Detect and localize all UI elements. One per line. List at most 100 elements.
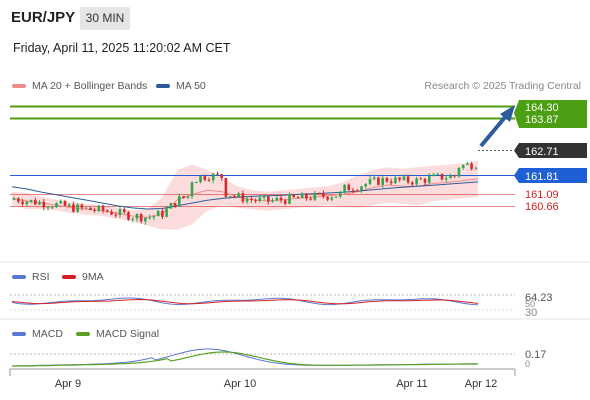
- candle-body: [423, 179, 427, 183]
- candle-body: [42, 201, 46, 208]
- candle-body: [97, 205, 101, 211]
- pivot-label-box: [514, 168, 587, 183]
- candle-body: [267, 196, 270, 202]
- ma50-line: [11, 181, 479, 210]
- candle-body: [356, 190, 359, 192]
- level-label-163.87: 163.87: [525, 114, 559, 126]
- rsi-ma-line: [11, 298, 479, 305]
- candle-body: [12, 198, 16, 200]
- candle-body: [334, 196, 338, 198]
- legend-rsi-ma: 9MA: [62, 271, 104, 283]
- candle-body: [21, 201, 24, 204]
- level-label-161.81: 161.81: [525, 171, 559, 183]
- candle-body: [211, 173, 215, 181]
- candle-body: [182, 196, 185, 198]
- candle-body: [296, 197, 300, 199]
- candle-body: [419, 178, 423, 180]
- candle-body: [381, 178, 384, 185]
- symbol-title: EUR/JPY: [11, 9, 76, 26]
- credit-text: Research © 2025 Trading Central: [424, 80, 581, 92]
- level-label-161.09: 161.09: [525, 189, 559, 201]
- macd-signal-line: [12, 351, 479, 367]
- candle-body: [364, 183, 367, 187]
- candle-body: [67, 204, 71, 206]
- candle-body: [305, 193, 308, 199]
- candle-body: [80, 204, 84, 208]
- candle-body: [144, 217, 147, 222]
- candle-body: [271, 200, 274, 202]
- candle-body: [89, 207, 92, 210]
- candle-body: [279, 197, 283, 201]
- level-lines: [10, 105, 515, 207]
- candle-body: [262, 196, 266, 198]
- candle-body: [466, 163, 469, 165]
- candle-body: [93, 209, 96, 211]
- legend-ma50: MA 50: [156, 80, 206, 92]
- candle-body: [17, 198, 20, 202]
- candle-body: [233, 196, 236, 198]
- macd-line: [11, 348, 479, 367]
- candle-body: [220, 174, 223, 178]
- bollinger-fill: [12, 160, 478, 230]
- candle-body: [127, 212, 130, 220]
- candle-body: [173, 203, 177, 207]
- candle-body: [440, 173, 444, 180]
- candle-body: [110, 211, 113, 215]
- rsi-ma-swatch: [62, 275, 76, 280]
- timeframe-button[interactable]: 30 MIN: [80, 7, 130, 30]
- resistance-label-box: [514, 100, 587, 128]
- legend-macd-signal-label: MACD Signal: [96, 328, 160, 340]
- rsi-label-64: 64.23: [525, 292, 553, 304]
- candle-body: [203, 176, 207, 180]
- candle-body: [309, 198, 312, 200]
- x-axis: Apr 9 Apr 10 Apr 11 Apr 12: [9, 368, 516, 390]
- bollinger-band: [12, 160, 478, 230]
- candle-body: [432, 174, 435, 177]
- candle-body: [402, 176, 406, 180]
- candle-body: [372, 177, 376, 179]
- x-tick-apr11: Apr 11: [396, 378, 428, 390]
- projection-arrow: [479, 105, 515, 148]
- rsi-label-30: 30: [525, 307, 537, 319]
- candle-body: [339, 192, 342, 197]
- candle-body: [207, 179, 211, 181]
- candle-body: [237, 193, 240, 197]
- x-tick-apr12: Apr 12: [465, 378, 497, 390]
- candle-body: [135, 214, 139, 219]
- candle-body: [118, 209, 122, 215]
- legend-rsi-label: RSI: [32, 271, 50, 283]
- candle-body: [178, 196, 181, 207]
- macd-signal-swatch: [76, 332, 90, 337]
- candle-body: [165, 208, 168, 217]
- level-label-164.30: 164.30: [525, 102, 559, 114]
- candle-body: [406, 176, 410, 183]
- x-tick-apr9: Apr 9: [55, 378, 81, 390]
- candle-body: [360, 186, 363, 191]
- candle-body: [55, 203, 58, 208]
- macd-label-017: 0.17: [525, 349, 546, 361]
- candle-body: [25, 201, 29, 204]
- candle-body: [385, 178, 389, 182]
- ma20-swatch: [12, 84, 26, 89]
- rsi-swatch: [12, 275, 26, 280]
- candle-body: [461, 165, 465, 168]
- rsi-line: [11, 297, 479, 306]
- candle-body: [436, 173, 440, 175]
- macd-swatch: [12, 332, 26, 337]
- candle-body: [161, 210, 164, 217]
- candle-body: [59, 201, 62, 204]
- candle-body: [186, 196, 190, 198]
- candle-body: [29, 199, 33, 202]
- candle-body: [101, 205, 105, 211]
- candle-body: [106, 210, 109, 212]
- legend-rsi: RSI: [12, 271, 50, 283]
- candles: [12, 161, 478, 225]
- candle-body: [148, 217, 151, 219]
- candle-body: [377, 177, 380, 185]
- candle-body: [38, 201, 41, 205]
- legend-ma20-label: MA 20 + Bollinger Bands: [32, 80, 148, 92]
- candle-body: [347, 184, 351, 191]
- candle-body: [474, 168, 478, 170]
- legend-ma50-label: MA 50: [176, 80, 206, 92]
- candle-body: [139, 214, 143, 222]
